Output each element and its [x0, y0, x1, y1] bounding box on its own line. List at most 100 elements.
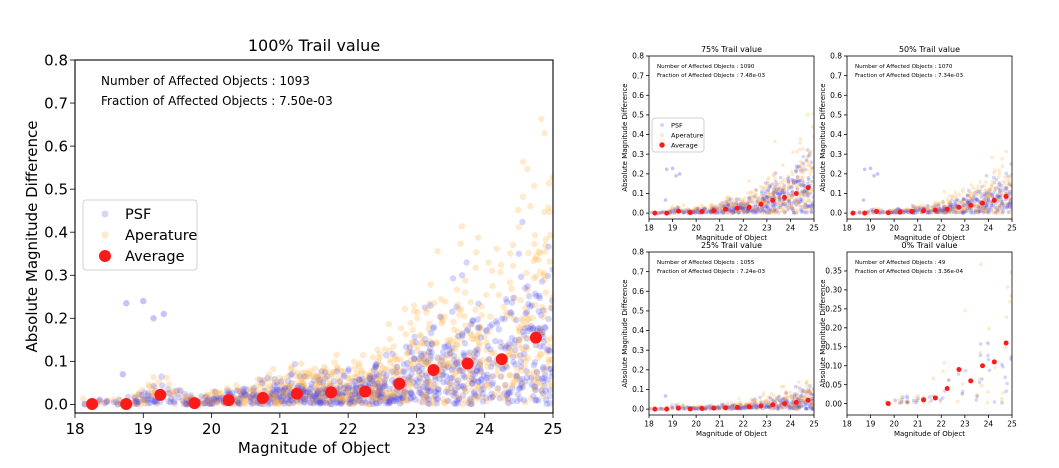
psf-point	[784, 204, 789, 209]
psf-point	[316, 386, 324, 394]
aperture-point	[165, 381, 173, 388]
psf-point	[963, 210, 968, 215]
aperture-point	[677, 205, 681, 210]
aperture-point	[317, 388, 324, 395]
aperture-point	[962, 209, 967, 214]
aperture-point	[953, 208, 958, 213]
y-axis-label: Absolute Magnitude Difference	[23, 121, 41, 353]
aperture-point	[391, 363, 398, 370]
aperture-point	[373, 398, 380, 405]
psf-point	[203, 397, 210, 405]
psf-point	[1005, 202, 1010, 207]
psf-point	[881, 211, 885, 215]
aperture-point	[749, 402, 754, 406]
psf-point	[250, 390, 258, 397]
aperture-point	[401, 391, 408, 398]
aperture-point	[390, 391, 398, 399]
aperture-point	[547, 335, 553, 342]
psf-point	[792, 394, 797, 398]
psf-point	[507, 389, 514, 396]
average-point	[652, 406, 658, 412]
psf-point	[381, 380, 388, 387]
y-axis-label: Absolute Magnitude Difference	[621, 279, 629, 387]
psf-point	[766, 187, 770, 192]
psf-point	[446, 380, 454, 387]
psf-point	[809, 160, 814, 165]
aperture-point	[141, 400, 148, 407]
aperture-point	[759, 399, 763, 403]
aperture-point	[894, 208, 899, 212]
psf-point	[987, 210, 991, 215]
aperture-point	[754, 402, 758, 406]
aperture-point	[771, 207, 775, 212]
aperture-point	[770, 210, 775, 214]
psf-point	[746, 197, 751, 201]
aperture-point	[880, 211, 884, 215]
psf-point	[514, 391, 521, 398]
psf-point	[993, 189, 997, 193]
aperture-point	[659, 210, 664, 215]
aperture-point	[952, 208, 957, 212]
psf-point	[302, 393, 309, 400]
aperture-point	[983, 196, 988, 201]
psf-point	[307, 399, 314, 406]
aperture-point	[792, 180, 796, 185]
aperture-point	[791, 405, 795, 409]
psf-point	[380, 394, 387, 401]
psf-point	[693, 210, 698, 215]
aperture-point	[961, 206, 965, 210]
psf-point	[964, 198, 969, 203]
psf-point	[765, 194, 770, 199]
psf-point	[346, 391, 354, 399]
aperture-point	[548, 304, 553, 311]
aperture-point	[755, 199, 759, 204]
psf-point	[439, 354, 446, 361]
aperture-point	[741, 404, 746, 409]
x-tick-label: 18	[644, 224, 654, 233]
psf-point	[808, 191, 813, 196]
psf-point	[768, 209, 772, 214]
psf-point	[799, 184, 804, 188]
psf-point	[791, 405, 796, 410]
aperture-point	[771, 186, 776, 191]
psf-point	[794, 170, 798, 174]
psf-point	[134, 398, 142, 405]
aperture-point	[775, 187, 779, 191]
aperture-point	[310, 388, 317, 396]
psf-point	[240, 388, 247, 396]
psf-point	[696, 406, 701, 411]
psf-point	[656, 211, 661, 215]
aperture-point	[695, 405, 700, 410]
psf-point	[780, 405, 784, 410]
aperture-point	[459, 329, 466, 337]
psf-point	[730, 406, 735, 411]
psf-point	[327, 400, 334, 408]
aperture-point	[800, 161, 804, 166]
aperture-point	[952, 205, 957, 210]
psf-point	[408, 390, 415, 398]
psf-point	[796, 200, 801, 204]
aperture-point	[965, 193, 969, 198]
aperture-point	[941, 211, 945, 215]
aperture-point	[726, 198, 730, 203]
aperture-point	[781, 190, 786, 194]
average-point	[325, 386, 338, 399]
aperture-point	[781, 201, 785, 206]
aperture-point	[764, 211, 769, 215]
aperture-point	[213, 396, 220, 403]
aperture-point	[961, 206, 966, 210]
psf-point	[893, 398, 897, 402]
x-tick-label: 21	[715, 224, 725, 233]
psf-point	[507, 309, 514, 316]
aperture-point	[919, 203, 923, 208]
psf-point	[812, 175, 814, 179]
psf-point	[483, 326, 490, 334]
aperture-point	[517, 296, 524, 304]
psf-point	[774, 396, 779, 400]
psf-point	[801, 154, 806, 159]
aperture-point	[315, 396, 323, 404]
aperture-point	[214, 390, 222, 397]
psf-point	[683, 407, 687, 411]
aperture-point	[800, 178, 804, 183]
aperture-point	[781, 208, 786, 212]
